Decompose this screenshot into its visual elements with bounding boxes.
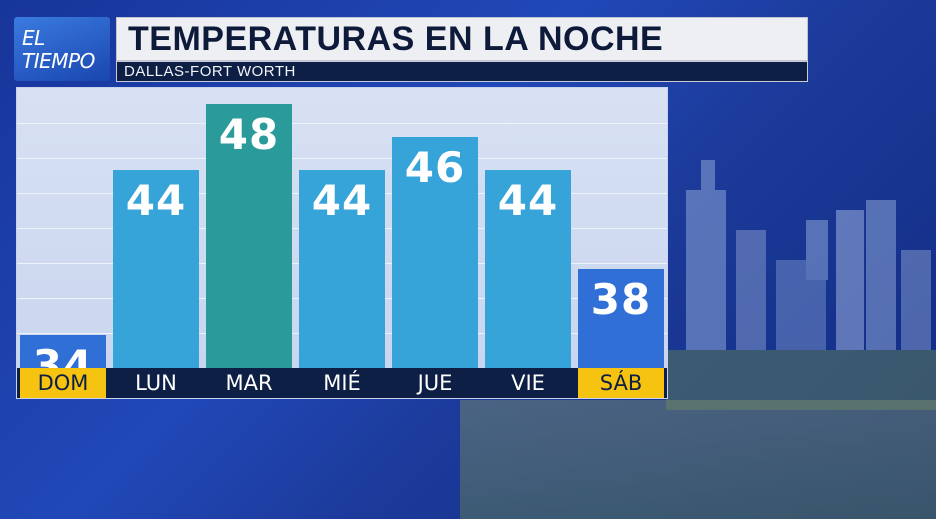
location-subtitle: DALLAS-FORT WORTH [124,63,296,80]
el-tiempo-logo: EL TIEMPO [14,17,110,81]
bar-jue: 46 [392,137,478,368]
bar-value-label: 44 [125,176,187,225]
grid-line [17,123,667,124]
day-label-strip: DOM LUN MAR MIÉ JUE VIE SÁB [17,368,667,398]
bar-value-label: 34 [32,341,94,368]
day-label-lun: LUN [135,371,177,395]
logo-line-1: EL [22,26,45,50]
bar-value-label: 38 [590,275,652,324]
temperature-bar-chart: 34 44 48 44 46 44 38 DOM LUN MAR MIÉ JUE VIE SÁB [16,87,668,399]
bar-value-label: 44 [311,176,373,225]
day-label-dom: DOM [20,368,106,398]
day-label-mié: MIÉ [323,371,361,395]
bar-value-label: 44 [497,176,559,225]
bar-value-label: 46 [404,143,466,192]
grass-field-background [460,400,936,519]
day-label-mar: MAR [225,371,273,395]
city-skyline-background [666,160,936,410]
subtitle-bar: DALLAS-FORT WORTH [116,61,808,82]
bar-mar: 48 [206,104,292,368]
chart-plot-area: 34 44 48 44 46 44 38 [17,88,667,368]
bar-lun: 44 [113,170,199,368]
bar-dom: 34 [20,335,106,368]
bar-sáb: 38 [578,269,664,368]
day-label-sáb: SÁB [578,368,664,398]
day-label-jue: JUE [417,371,453,395]
day-label-vie: VIE [511,371,545,395]
grid-line [17,158,667,159]
logo-line-2: TIEMPO [22,49,95,73]
bar-mié: 44 [299,170,385,368]
bar-vie: 44 [485,170,571,368]
bar-value-label: 48 [218,110,280,159]
title-bar: TEMPERATURAS EN LA NOCHE [116,17,808,61]
page-title: TEMPERATURAS EN LA NOCHE [128,20,664,58]
